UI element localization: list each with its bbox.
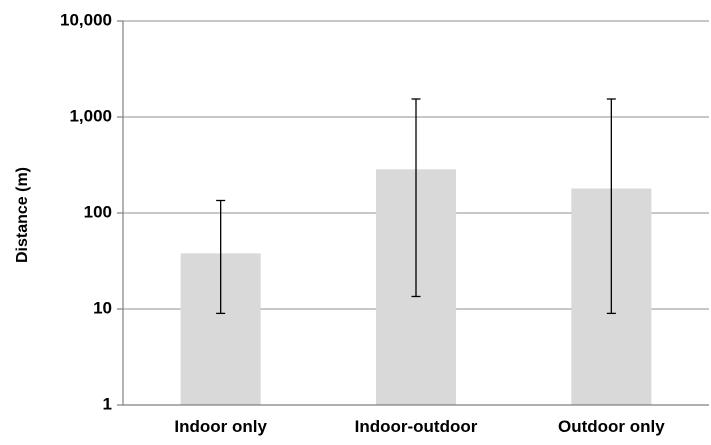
- y-axis-title: Distance (m): [14, 167, 31, 263]
- category-label: Indoor only: [174, 417, 267, 436]
- y-tick-labels: 1 10 100 1,000 10,000: [60, 10, 112, 413]
- y-tick-label: 10,000: [60, 10, 112, 29]
- error-bars: [216, 98, 616, 315]
- category-labels: Indoor only Indoor-outdoor Outdoor only: [174, 417, 665, 436]
- axes: [117, 20, 709, 406]
- category-label: Indoor-outdoor: [355, 417, 478, 436]
- y-tick-label: 10: [93, 298, 112, 317]
- y-tick-label: 1: [103, 394, 112, 413]
- y-tick-label: 1,000: [69, 106, 112, 125]
- y-tick-label: 100: [84, 202, 112, 221]
- category-label: Outdoor only: [558, 417, 665, 436]
